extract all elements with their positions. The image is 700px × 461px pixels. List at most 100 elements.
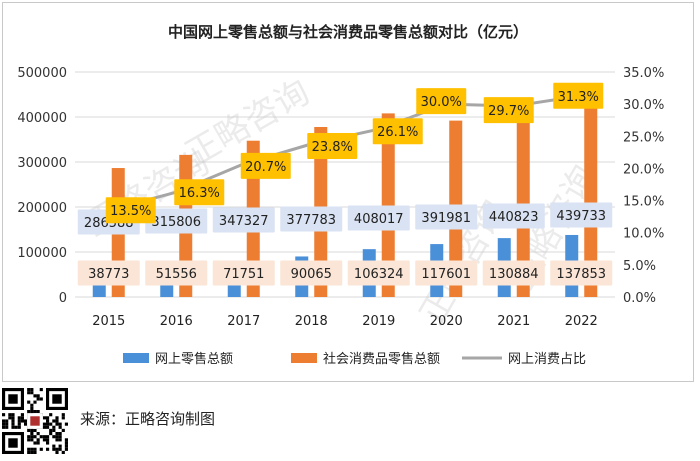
axes-layer: 0 100000 200000 300000 400000 500000 0.0% 5.0% 1… — [17, 66, 664, 329]
qr-module — [42, 416, 46, 420]
label-online-share: 30.0% — [421, 95, 462, 110]
qr-module — [30, 450, 34, 454]
qr-module — [30, 391, 34, 395]
label-online-retail-box — [550, 260, 613, 286]
label-total-retail: 408017 — [354, 212, 404, 227]
x-category-label: 2019 — [362, 314, 395, 329]
label-online-share-box — [105, 197, 156, 224]
qr-module — [30, 432, 34, 436]
label-total-retail-box — [280, 206, 343, 232]
chart-title: 中国网上零售总额与社会消费品零售总额对比（亿元） — [168, 23, 528, 41]
chart-svg: 中国网上零售总额与社会消费品零售总额对比（亿元） 正略咨询正略咨询正略咨询正略咨… — [17, 23, 664, 367]
qr-module — [42, 438, 46, 442]
qr-module — [61, 450, 65, 454]
bar-total-retail — [584, 99, 598, 297]
qr-module — [11, 413, 15, 417]
qr-module — [8, 416, 12, 420]
qr-module — [46, 419, 50, 423]
qr-module — [11, 419, 15, 423]
qr-module — [52, 394, 62, 404]
qr-module — [30, 410, 34, 414]
qr-module — [52, 428, 56, 432]
qr-module — [2, 413, 6, 417]
legend-swatch — [291, 353, 317, 363]
qr-module — [52, 435, 56, 439]
qr-module — [17, 419, 21, 423]
qr-module — [46, 416, 50, 420]
qr-module — [36, 441, 40, 445]
qr-module — [55, 435, 59, 439]
qr-module — [2, 425, 6, 429]
qr-module — [61, 428, 65, 432]
bar-total-retail — [516, 98, 530, 298]
qr-module — [27, 435, 31, 439]
label-online-share-box — [174, 179, 225, 206]
qr-module — [55, 432, 59, 436]
qr-module — [36, 394, 40, 398]
qr-module — [36, 397, 40, 401]
qr-module — [52, 444, 56, 448]
qr-module — [46, 422, 50, 426]
qr-module — [58, 435, 62, 439]
data-labels-layer: 3877328658851556315806717513473279006537… — [77, 82, 613, 286]
y-right-tick-label: 0.0% — [623, 291, 656, 306]
label-total-retail-box — [482, 203, 545, 229]
qr-module — [33, 410, 37, 414]
qr-module — [24, 422, 28, 426]
y-right-tick-label: 5.0% — [623, 259, 656, 274]
legend-label: 社会消费品零售总额 — [323, 351, 440, 367]
qr-module — [61, 416, 65, 420]
qr-module — [55, 438, 59, 442]
qr-module — [33, 447, 37, 451]
qr-module — [2, 419, 6, 423]
qr-module — [33, 435, 37, 439]
qr-module — [39, 447, 43, 451]
footer: 来源：正略咨询制图 — [0, 384, 700, 461]
qr-module — [20, 416, 24, 420]
qr-module — [27, 400, 31, 404]
label-online-share-box — [240, 152, 291, 179]
qr-module — [55, 447, 59, 451]
label-online-retail-box — [415, 260, 478, 286]
qr-module — [42, 425, 46, 429]
qr-module — [24, 419, 28, 423]
y-right-tick-label: 15.0% — [623, 195, 664, 210]
x-category-label: 2021 — [497, 314, 530, 329]
label-total-retail-box — [550, 202, 613, 228]
label-total-retail-box — [415, 204, 478, 230]
y-left-tick-label: 500000 — [17, 66, 67, 81]
qr-module — [27, 428, 31, 432]
qr-module — [49, 422, 53, 426]
qr-module — [61, 413, 65, 417]
label-total-retail: 315806 — [151, 215, 201, 230]
qr-module — [30, 403, 34, 407]
label-online-share-box — [553, 82, 604, 109]
y-left-tick-label: 100000 — [17, 246, 67, 261]
qr-module — [58, 425, 62, 429]
qr-module — [36, 432, 40, 436]
label-total-retail-box — [347, 205, 410, 231]
qr-module — [8, 394, 18, 404]
qr-module — [33, 394, 37, 398]
qr-module — [8, 413, 12, 417]
qr-module — [55, 419, 59, 423]
qr-module — [5, 419, 9, 423]
qr-module — [27, 450, 31, 454]
y-right-tick-label: 35.0% — [623, 66, 664, 81]
label-online-retail: 38773 — [88, 267, 129, 282]
qr-module — [30, 406, 34, 410]
qr-module — [52, 419, 56, 423]
label-online-retail-box — [212, 260, 275, 286]
x-category-label: 2017 — [227, 314, 260, 329]
qr-module — [17, 425, 21, 429]
qr-module — [39, 435, 43, 439]
qr-module — [11, 416, 15, 420]
qr-module — [30, 428, 34, 432]
qr-module — [27, 388, 31, 392]
qr-module — [36, 438, 40, 442]
label-online-retail: 137853 — [556, 267, 606, 282]
qr-module — [27, 447, 31, 451]
label-total-retail: 391981 — [421, 211, 471, 226]
qr-module — [55, 450, 59, 454]
y-right-tick-label: 20.0% — [623, 162, 664, 177]
